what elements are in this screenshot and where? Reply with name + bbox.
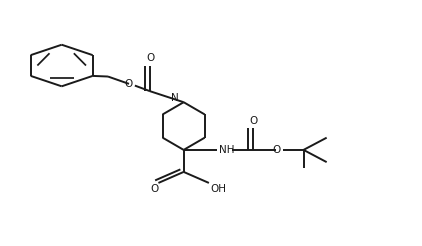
Text: O: O bbox=[150, 184, 158, 194]
Text: O: O bbox=[249, 116, 257, 126]
Text: O: O bbox=[272, 145, 280, 155]
Text: N: N bbox=[170, 93, 178, 103]
Text: OH: OH bbox=[210, 184, 226, 194]
Text: NH: NH bbox=[219, 145, 235, 155]
Text: O: O bbox=[125, 79, 133, 89]
Text: O: O bbox=[146, 53, 154, 63]
